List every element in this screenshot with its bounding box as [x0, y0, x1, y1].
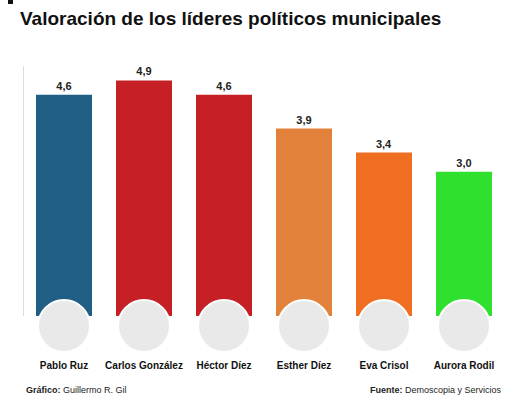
svg-text:Aurora Rodil: Aurora Rodil	[434, 360, 495, 371]
svg-text:3,4: 3,4	[376, 138, 392, 150]
svg-text:3,9: 3,9	[296, 114, 311, 126]
svg-text:Carlos González: Carlos González	[105, 360, 183, 371]
svg-text:4,9: 4,9	[136, 65, 151, 77]
svg-text:Valoración de los líderes polí: Valoración de los líderes políticos muni…	[20, 8, 441, 29]
svg-text:Pablo Ruz: Pablo Ruz	[40, 360, 88, 371]
svg-text:Gráfico: Guillermo R. Gil: Gráfico: Guillermo R. Gil	[26, 385, 127, 395]
svg-text:Fuente: Demoscopia y Servicios: Fuente: Demoscopia y Servicios	[370, 385, 502, 395]
svg-text:3,0: 3,0	[456, 157, 471, 169]
svg-text:4,6: 4,6	[56, 80, 71, 92]
svg-text:Héctor Díez: Héctor Díez	[196, 360, 251, 371]
svg-text:Eva Crisol: Eva Crisol	[360, 360, 409, 371]
svg-text:Esther Díez: Esther Díez	[277, 360, 331, 371]
svg-text:4,6: 4,6	[216, 80, 231, 92]
